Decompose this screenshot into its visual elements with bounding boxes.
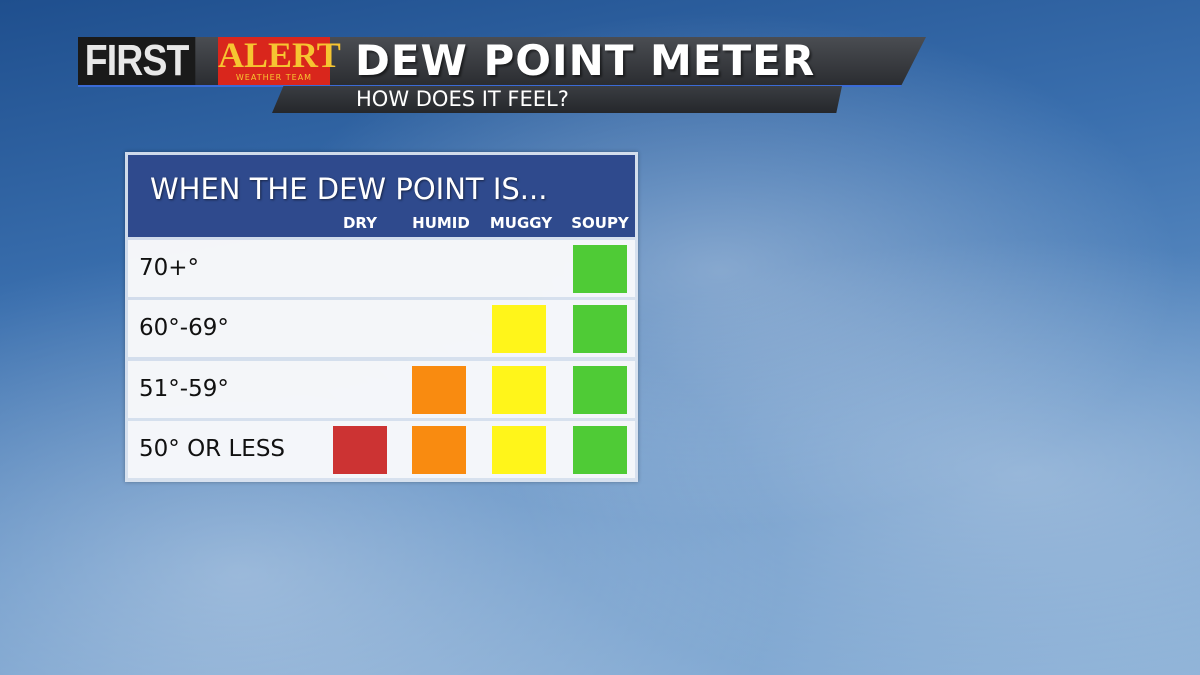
column-header-humid: HUMID xyxy=(412,214,470,232)
indicator-humid xyxy=(412,366,466,414)
row-label: 70+° xyxy=(139,255,200,281)
table-heading: WHEN THE DEW POINT IS... xyxy=(150,172,548,206)
column-header-muggy: MUGGY xyxy=(489,214,553,232)
table-row: 70+° xyxy=(128,240,635,297)
indicator-muggy xyxy=(492,426,546,474)
row-label: 51°-59° xyxy=(139,376,229,402)
logo-alert-text: ALERT xyxy=(218,35,341,75)
indicator-muggy xyxy=(492,366,546,414)
logo-team-text: WEATHER TEAM xyxy=(235,73,313,82)
table-row: 50° OR LESS xyxy=(128,421,635,478)
row-label: 60°-69° xyxy=(139,315,229,341)
logo-first: FIRST xyxy=(78,37,196,85)
indicator-soupy xyxy=(573,305,627,353)
indicator-muggy xyxy=(492,305,546,353)
page-subtitle: HOW DOES IT FEEL? xyxy=(356,87,569,111)
indicator-soupy xyxy=(573,366,627,414)
table-row: 51°-59° xyxy=(128,361,635,418)
indicator-soupy xyxy=(573,245,627,293)
subtitle-bar xyxy=(272,86,842,113)
indicator-humid xyxy=(412,426,466,474)
logo-alert: ALERT WEATHER TEAM xyxy=(218,35,341,85)
table-row: 60°-69° xyxy=(128,300,635,357)
indicator-dry xyxy=(333,426,387,474)
column-header-soupy: SOUPY xyxy=(571,214,629,232)
indicator-soupy xyxy=(573,426,627,474)
table-header: WHEN THE DEW POINT IS... DRY HUMID MUGGY… xyxy=(128,155,635,237)
row-label: 50° OR LESS xyxy=(139,436,286,462)
dew-point-table: WHEN THE DEW POINT IS... DRY HUMID MUGGY… xyxy=(125,152,638,482)
page-title: DEW POINT METER xyxy=(355,36,816,85)
column-header-dry: DRY xyxy=(342,214,378,232)
